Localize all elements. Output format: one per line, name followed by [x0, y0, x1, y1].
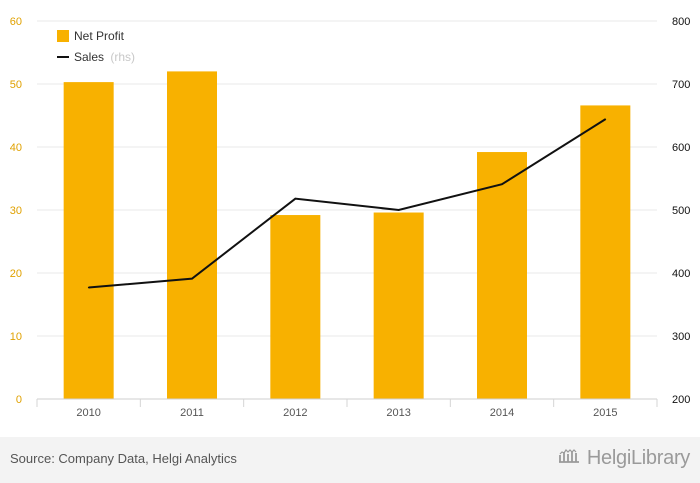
x-tick-label: 2011 [180, 407, 204, 419]
net-profit-bar [270, 215, 321, 399]
legend-net-profit-swatch [57, 30, 69, 42]
bar-series [63, 71, 631, 400]
footer: Source: Company Data, Helgi Analytics He… [0, 437, 700, 483]
x-axis: 2010 2011 2012 2013 2014 2015 [36, 398, 658, 419]
right-y-tick-label: 800 [672, 16, 690, 28]
line-series [87, 118, 607, 289]
x-tick-label: 2010 [76, 407, 100, 419]
right-y-tick-label: 200 [672, 394, 690, 406]
x-tick-label: 2015 [593, 407, 617, 419]
x-tick-label: 2013 [386, 407, 410, 419]
x-tick-label: 2014 [490, 407, 514, 419]
grid-lines [37, 20, 657, 400]
net-profit-bar [373, 212, 424, 399]
sales-point [87, 286, 90, 289]
brand: HelgiLibrary [557, 446, 690, 470]
sales-point [604, 118, 607, 121]
right-y-tick-label: 700 [672, 79, 690, 91]
sales-point [191, 277, 193, 280]
brand-name: HelgiLibrary [586, 446, 690, 469]
sales-point [501, 183, 503, 185]
legend-net-profit-label: Net Profit [74, 29, 125, 43]
x-tick-label: 2012 [283, 407, 307, 419]
net-profit-bar [63, 82, 114, 400]
net-profit-bar [580, 105, 631, 400]
left-y-tick-label: 10 [10, 331, 22, 343]
right-y-tick-label: 500 [672, 205, 690, 217]
right-y-tick-label: 600 [672, 142, 690, 154]
right-y-tick-label: 400 [672, 268, 690, 280]
library-icon [557, 446, 581, 470]
sales-line [88, 118, 606, 289]
legend-sales-name: Sales [74, 50, 104, 64]
net-profit-bar [477, 152, 527, 399]
left-y-tick-label: 40 [10, 142, 22, 154]
sales-point [294, 197, 297, 200]
legend-sales-suffix: (rhs) [110, 50, 135, 64]
left-y-tick-label: 0 [16, 394, 22, 406]
legend: Net Profit Sales (rhs) [57, 29, 135, 64]
net-profit-bar [167, 71, 217, 400]
left-y-axis: 0 10 20 30 40 50 60 [10, 16, 22, 406]
left-y-tick-label: 20 [10, 268, 22, 280]
right-y-axis: 200 300 400 500 600 700 800 [672, 16, 690, 406]
left-y-tick-label: 30 [10, 205, 22, 217]
right-y-tick-label: 300 [672, 331, 690, 343]
source-text: Source: Company Data, Helgi Analytics [10, 451, 237, 466]
legend-sales-label: Sales (rhs) [74, 50, 135, 64]
left-y-tick-label: 60 [10, 16, 22, 28]
sales-point [397, 209, 400, 211]
left-y-tick-label: 50 [10, 79, 22, 91]
